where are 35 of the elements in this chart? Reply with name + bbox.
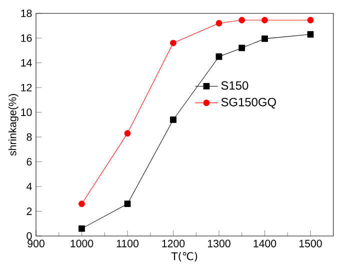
legend-label: SG150GQ — [221, 98, 276, 108]
legend-label: S150 — [221, 81, 248, 90]
point — [78, 200, 85, 208]
point — [238, 44, 246, 52]
x-tick-label: 900 — [28, 240, 44, 248]
x-tick-label: 1500 — [299, 240, 322, 248]
point — [216, 20, 222, 26]
point — [262, 16, 268, 24]
x-axis-title: T(℃) — [171, 252, 198, 262]
point — [238, 16, 246, 24]
point — [170, 116, 176, 123]
y-tick-label: 16 — [21, 34, 32, 42]
y-tick-label: 12 — [21, 84, 32, 92]
y-tick-label: 0 — [26, 232, 32, 240]
x-tick-label: 1400 — [254, 240, 276, 248]
y-tick-label: 14 — [21, 59, 32, 66]
point — [78, 225, 85, 232]
y-tick-label: 6 — [26, 158, 32, 166]
x-tick-label: 1300 — [208, 240, 230, 248]
x-tick-label: 1200 — [162, 240, 185, 248]
point — [170, 40, 176, 46]
x-tick-label: 1100 — [116, 240, 138, 248]
point — [124, 200, 131, 208]
y-tick-label: 18 — [21, 10, 32, 18]
y-tick-label: 8 — [26, 133, 32, 141]
point — [307, 16, 314, 24]
point — [216, 53, 222, 60]
point — [124, 130, 131, 137]
y-tick-label: 10 — [21, 108, 32, 116]
point — [307, 31, 314, 38]
point — [262, 35, 268, 42]
x-tick-label: 1000 — [70, 240, 94, 248]
y-axis-title: shrinkage(%) — [8, 94, 18, 156]
y-tick-label: 4 — [26, 182, 32, 190]
y-tick-label: 2 — [26, 208, 32, 215]
